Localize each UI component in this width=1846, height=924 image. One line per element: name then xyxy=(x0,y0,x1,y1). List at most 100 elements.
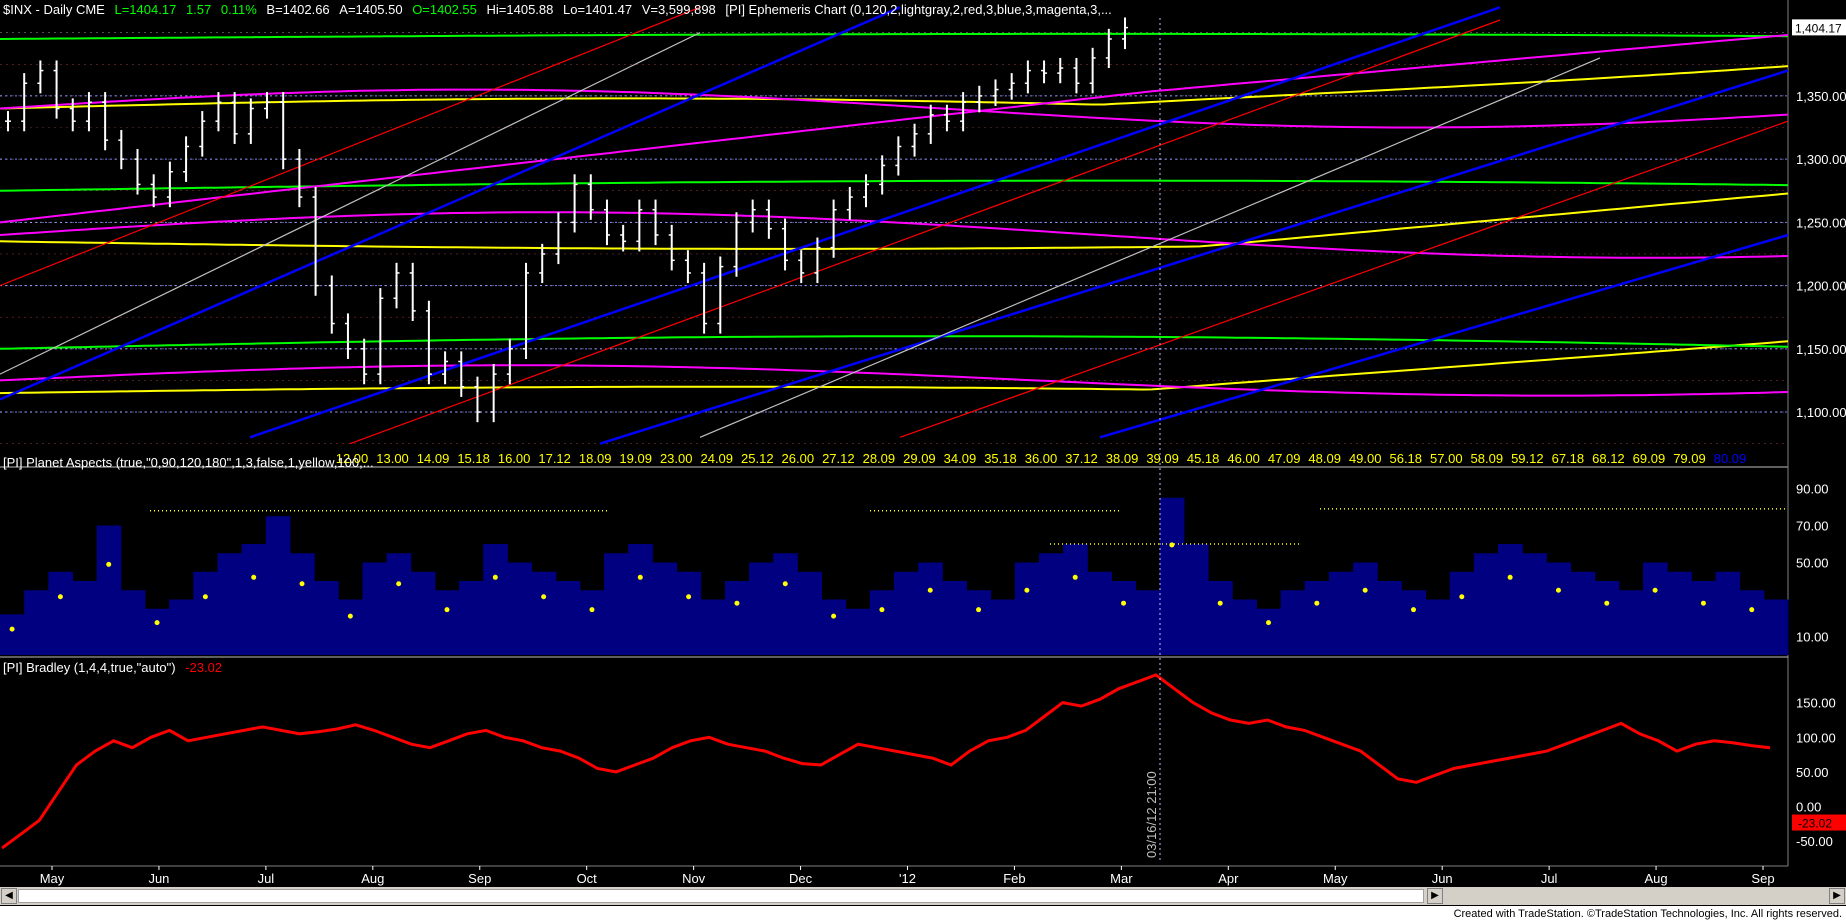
aspect-histogram-bar xyxy=(918,562,943,655)
ephemeris-line xyxy=(0,211,1789,259)
aspect-marker-label: 39.09 xyxy=(1146,451,1179,466)
aspect-dot xyxy=(831,613,837,619)
aspect-histogram-bar xyxy=(1691,581,1717,655)
aspect-marker-label: 34.09 xyxy=(944,451,977,466)
aspect-histogram-bar xyxy=(507,562,533,655)
month-label: Jun xyxy=(1432,871,1453,886)
aspect-marker-label: 25.12 xyxy=(741,451,774,466)
scroll-thumb[interactable] xyxy=(18,889,1424,903)
aspect-histogram-bar xyxy=(724,581,750,655)
aspect-dot xyxy=(1217,600,1223,606)
aspect-histogram-bar xyxy=(1377,581,1402,655)
ephemeris-diagonal xyxy=(599,69,1789,445)
bradley-axis-label: 50.00 xyxy=(1796,765,1829,780)
aspect-histogram-bar xyxy=(1739,590,1765,655)
aspect-dot xyxy=(782,581,788,587)
aspect-histogram-bar xyxy=(169,599,194,655)
time-axis: 03/16/12 21:00 May Jun Jul Aug Sep Oct Nov Dec '1… xyxy=(0,18,1788,886)
bradley-last-box xyxy=(1792,814,1846,831)
aspect-dot xyxy=(976,607,982,613)
aspect-dot xyxy=(686,594,692,600)
aspect-histogram-bar xyxy=(1159,497,1185,655)
aspect-histogram-bar xyxy=(1546,562,1572,655)
aspect-dot xyxy=(202,594,208,600)
aspect-marker-label: 26.00 xyxy=(782,451,815,466)
aspects-panel: 90.00 70.00 50.00 10.00 xyxy=(0,482,1829,658)
bradley-axis-label: 150.00 xyxy=(1796,696,1836,711)
aspect-dot xyxy=(9,626,15,632)
aspect-histogram-bar xyxy=(72,581,98,655)
ephemeris-diagonal xyxy=(899,120,1789,438)
aspect-marker-label: 45.18 xyxy=(1187,451,1220,466)
ephemeris-line xyxy=(0,192,1789,250)
ephemeris-line xyxy=(0,32,1789,40)
aspect-histogram-bar xyxy=(845,608,871,655)
ephemeris-diagonal xyxy=(1099,233,1789,439)
price-axis-label: 1,300.00 xyxy=(1796,152,1846,167)
aspect-histogram-bar xyxy=(144,608,170,655)
aspect-histogram-bar xyxy=(1280,590,1306,655)
ephemeris-line xyxy=(0,364,1789,397)
aspect-histogram-bar xyxy=(1715,571,1741,655)
aspect-histogram-bar xyxy=(1014,562,1040,655)
aspect-dot xyxy=(541,594,547,600)
price-header: $INX - Daily CME L=1404.17 1.57 0.11% B=… xyxy=(3,2,1112,17)
aspect-marker-label: 49.00 xyxy=(1349,451,1382,466)
change-value: 1.57 xyxy=(185,2,212,17)
bradley-axis-label: -50.00 xyxy=(1796,834,1833,849)
scroll-right-button-inner[interactable]: ▶ xyxy=(1427,888,1443,904)
month-label: Mar xyxy=(1110,871,1133,886)
aspect-histogram-bar xyxy=(410,571,436,655)
aspect-dot xyxy=(1169,542,1175,548)
last-price-tag: 1,404.17 xyxy=(1795,21,1842,35)
ephemeris-line xyxy=(0,335,1789,350)
scroll-right-button[interactable]: ▶ xyxy=(1829,888,1845,904)
aspect-marker-label: 67.18 xyxy=(1552,451,1585,466)
aspect-marker-label: 38.09 xyxy=(1106,451,1139,466)
ephemeris-diagonal xyxy=(0,6,701,287)
aspect-dot xyxy=(1121,600,1127,606)
aspect-histogram-bar xyxy=(217,553,243,655)
aspect-histogram-bar xyxy=(555,581,581,655)
aspect-dot xyxy=(154,620,160,626)
scroll-left-button[interactable]: ◀ xyxy=(1,888,17,904)
study-label: [PI] Ephemeris Chart (0,120,2,lightgray,… xyxy=(725,2,1112,17)
aspect-histogram-bar xyxy=(48,571,73,655)
ephemeris-diagonal xyxy=(0,32,701,375)
aspect-marker-label: 12.00 xyxy=(336,451,369,466)
chart-canvas[interactable]: 1,350.00 1,300.00 1,250.00 1,200.00 1,150.00… xyxy=(0,0,1846,886)
bradley-axis-label: 100.00 xyxy=(1796,730,1836,745)
aspect-histogram-bar xyxy=(821,599,847,655)
aspect-histogram-bar xyxy=(676,571,702,655)
aspect-histogram-bar xyxy=(1643,562,1668,655)
aspect-histogram-bar xyxy=(942,581,967,655)
bradley-value: -23.02 xyxy=(185,660,223,675)
aspects-axis-label: 70.00 xyxy=(1796,519,1829,534)
aspects-axis-label: 90.00 xyxy=(1796,482,1829,497)
aspect-histogram-bar xyxy=(700,599,726,655)
aspect-marker-label: 27.12 xyxy=(822,451,855,466)
aspect-marker-label: 37.12 xyxy=(1065,451,1098,466)
aspect-dot xyxy=(1266,620,1272,626)
aspect-histogram-bar xyxy=(193,571,218,655)
aspect-histogram-bar xyxy=(265,516,291,655)
month-label: Apr xyxy=(1218,871,1239,886)
bradley-panel: 150.00 100.00 50.00 0.00 -50.00 -23.02 xyxy=(1,673,1846,850)
bradley-header: [PI] Bradley (1,4,4,true,"auto") -23.02 xyxy=(3,660,222,675)
aspects-axis-label: 10.00 xyxy=(1796,630,1829,645)
aspect-dot xyxy=(492,574,498,580)
aspect-histogram-bar xyxy=(990,599,1016,655)
month-label: Jun xyxy=(148,871,169,886)
aspect-marker-label: 24.09 xyxy=(700,451,733,466)
aspect-dot xyxy=(1459,594,1465,600)
price-axis-label: 1,100.00 xyxy=(1796,405,1846,420)
bradley-title: [PI] Bradley (1,4,4,true,"auto") xyxy=(3,660,176,675)
aspect-marker-label: 29.09 xyxy=(903,451,936,466)
aspect-dot xyxy=(927,587,933,593)
aspect-histogram-bar xyxy=(96,525,122,655)
horizontal-scrollbar[interactable]: ◀ ▶ ▶ xyxy=(0,887,1846,905)
aspect-marker-label: 35.18 xyxy=(984,451,1017,466)
aspect-histogram-bar xyxy=(1449,571,1475,655)
aspect-histogram-bar xyxy=(338,599,363,655)
